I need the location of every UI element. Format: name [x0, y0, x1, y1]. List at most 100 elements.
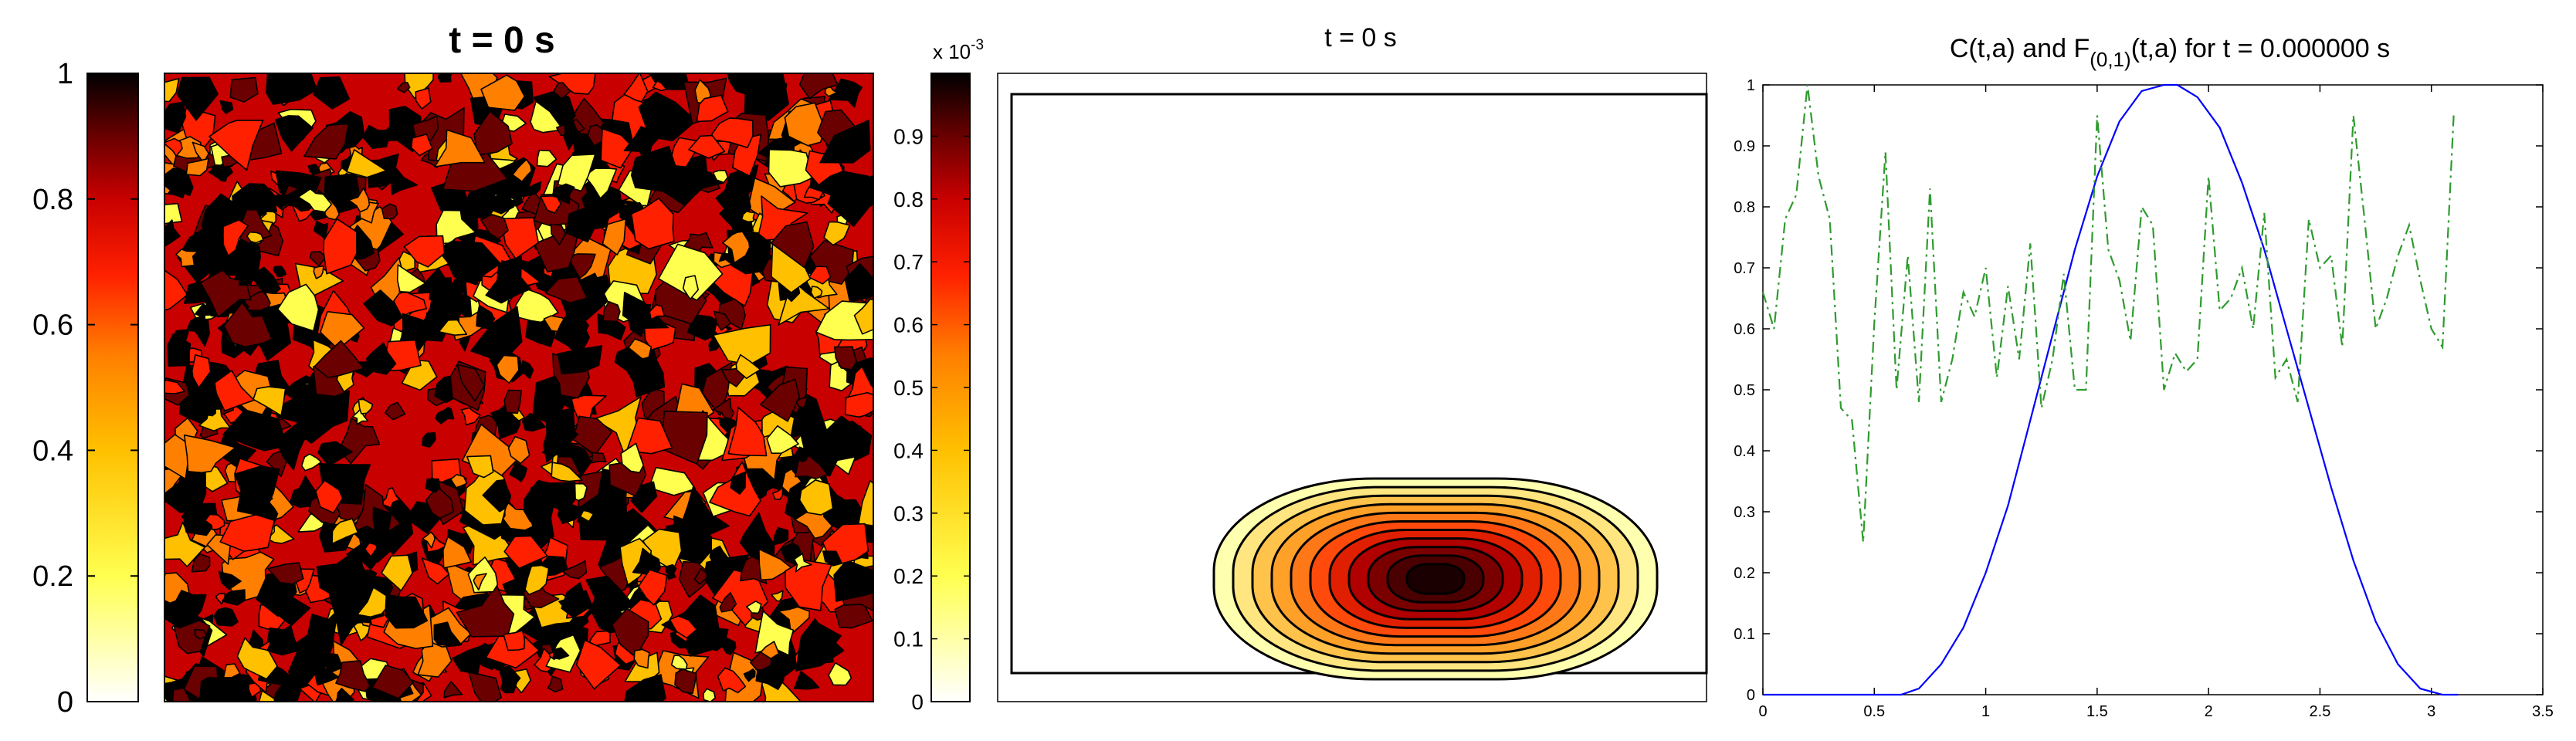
- contour-patch: [760, 641, 780, 660]
- middle-colorbar-tick-label: 0.1: [893, 628, 924, 651]
- contour-patch: [208, 162, 233, 182]
- contour-patch: [223, 302, 273, 348]
- contour-patch: [770, 221, 815, 269]
- contour-patch: [620, 442, 645, 474]
- contour-patch: [450, 241, 501, 283]
- contour-patch: [410, 134, 433, 157]
- contour-patch: [164, 379, 185, 394]
- contour-patch: [759, 378, 801, 422]
- contour-patch: [727, 407, 768, 457]
- contour-patch: [543, 408, 575, 463]
- contour-patch: [745, 601, 762, 614]
- contour-patch: [511, 158, 533, 183]
- y-tick-label: 1: [1747, 77, 1755, 94]
- contour-patch: [443, 681, 463, 699]
- contour-patch: [486, 343, 500, 360]
- y-tick-label: 0.1: [1734, 626, 1755, 643]
- contour-patch: [323, 218, 358, 275]
- contour-patch: [623, 73, 649, 103]
- contour-patch: [381, 203, 398, 220]
- middle-colorbar-tick-label: 0.8: [893, 188, 924, 211]
- contour-patch: [396, 264, 426, 293]
- contour-patch: [222, 663, 241, 678]
- contour-patch: [442, 536, 473, 569]
- contour-patch: [649, 303, 666, 320]
- contour-patch: [164, 269, 188, 311]
- contour-patch: [317, 441, 353, 467]
- contour-patch: [480, 213, 509, 240]
- contour-patch: [421, 557, 450, 585]
- contour-patch: [313, 220, 329, 240]
- contour-patch: [772, 486, 784, 501]
- contour-patch: [557, 345, 603, 375]
- contour-patch: [735, 354, 761, 380]
- contour-patch: [768, 148, 815, 188]
- contour-patch: [434, 129, 486, 167]
- contour-patch: [503, 535, 548, 570]
- left-colorbar-tick-label: 0.4: [32, 435, 73, 467]
- middle-colorbar-tick-label: 0.9: [893, 124, 924, 148]
- contour-patch: [164, 521, 206, 567]
- contour-patch: [552, 647, 570, 660]
- contour-patch: [624, 674, 666, 702]
- x-tick-label: 1: [1981, 703, 1990, 720]
- contour-patch: [602, 300, 621, 323]
- contour-patch: [823, 221, 850, 246]
- middle-colorbar-tick-label: 0.6: [893, 313, 924, 337]
- middle-colorbar-tick-label: 0.5: [893, 376, 924, 400]
- contour-patch: [436, 209, 476, 245]
- contour-patch: [557, 154, 596, 192]
- contour-patch: [435, 406, 455, 425]
- contour-patch: [266, 73, 318, 105]
- contour-patch: [185, 157, 209, 177]
- middle-colorbar-tick-label: 0.2: [893, 564, 924, 588]
- contour-patch: [544, 276, 588, 304]
- contour-patch: [273, 266, 287, 278]
- contour-patch: [551, 462, 583, 482]
- contour-patch: [171, 687, 191, 702]
- x-tick-label: 2: [2205, 703, 2213, 720]
- contour-patch: [784, 102, 825, 147]
- contour-patch: [365, 342, 397, 375]
- contour-patch: [754, 610, 795, 656]
- contour-patch: [347, 187, 371, 213]
- middle-panel-title: t = 0 s: [1324, 23, 1397, 52]
- contour-patch: [466, 455, 494, 479]
- contour-patch: [234, 465, 280, 517]
- y-tick-label: 0.7: [1734, 260, 1755, 277]
- middle-colorbar-tick-label: 0.7: [893, 250, 924, 274]
- contour-patch: [521, 412, 547, 432]
- contour-patch: [214, 370, 255, 412]
- contour-patch: [622, 291, 669, 330]
- contour-patch: [222, 219, 249, 257]
- contour-patch: [191, 553, 211, 573]
- contour-patch: [712, 170, 729, 184]
- contour-patch: [540, 195, 562, 214]
- contour-patch: [473, 110, 513, 156]
- middle-colorbar-tick-label: 0: [911, 690, 924, 714]
- contour-patch: [798, 479, 834, 516]
- contour-patch: [195, 303, 212, 317]
- contour-patch: [415, 87, 432, 110]
- contour-patch: [536, 149, 558, 167]
- x-tick-label: 3.5: [2532, 703, 2554, 720]
- contour-patch: [267, 562, 304, 585]
- contour-patch: [778, 606, 811, 635]
- right-panel-title: C(t,a) and F(0,1)(t,a) for t = 0.000000 …: [1950, 34, 2390, 71]
- contour-patch: [219, 100, 234, 114]
- left-colorbar-ticks: 0 0.2 0.4 0.6 0.8 1: [32, 58, 138, 719]
- left-colorbar: [86, 73, 139, 702]
- contour-patch: [164, 219, 181, 248]
- contour-patch: [276, 283, 320, 332]
- y-tick-label: 0.4: [1734, 443, 1755, 460]
- contour-patch: [795, 397, 808, 409]
- contour-patch: [530, 100, 564, 134]
- contour-patch: [297, 188, 333, 213]
- y-tick-label: 0.3: [1734, 504, 1755, 521]
- contour-patch: [176, 76, 219, 121]
- contour-patch: [730, 471, 747, 495]
- contour-patch: [334, 687, 355, 702]
- contour-patch: [579, 509, 595, 523]
- colorbar-exponent: x 10-3: [933, 37, 984, 63]
